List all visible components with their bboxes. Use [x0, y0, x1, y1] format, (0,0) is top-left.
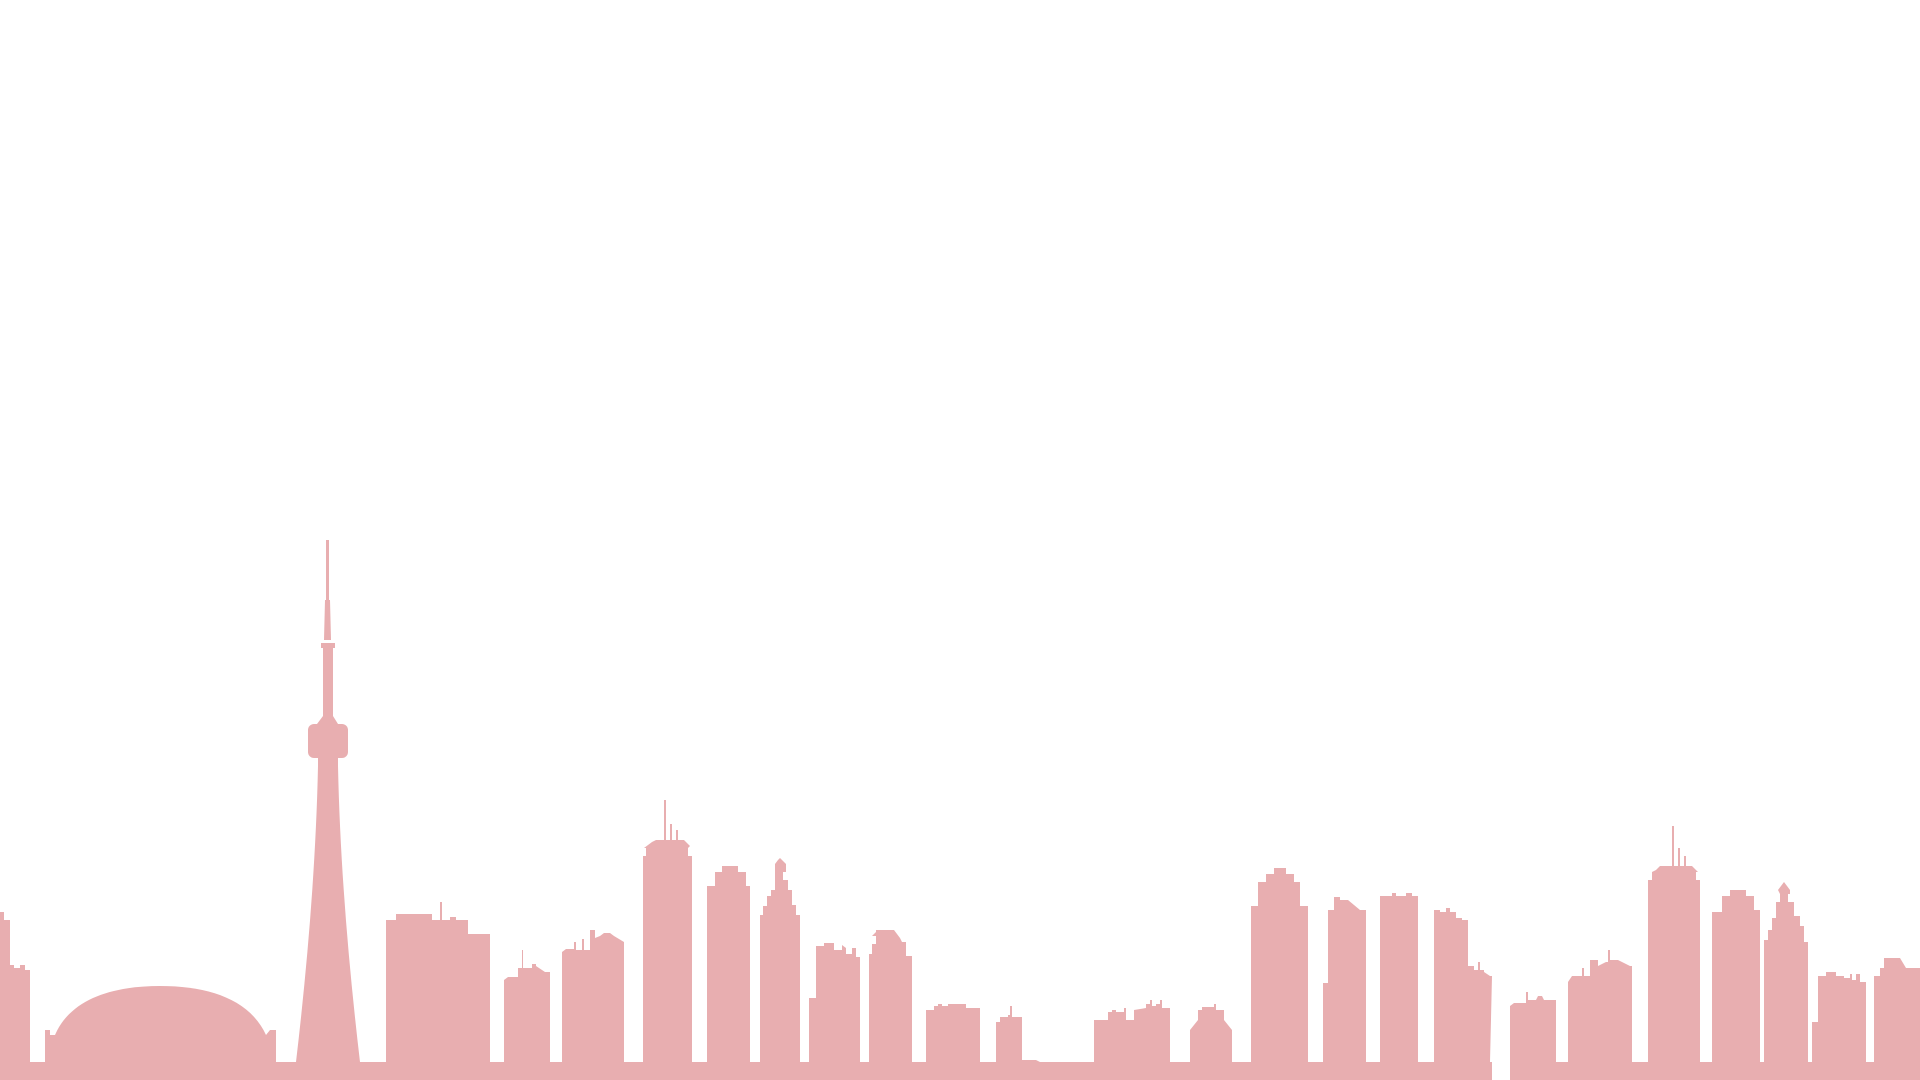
- building: [360, 902, 490, 1062]
- building: [912, 1004, 980, 1062]
- building: [490, 950, 550, 1062]
- building: [1510, 992, 1556, 1080]
- building: [980, 1006, 1054, 1078]
- building: [1568, 950, 1632, 1080]
- building: [1712, 890, 1760, 1080]
- building: [1366, 893, 1418, 1062]
- building: [1874, 958, 1920, 1080]
- building: [800, 943, 860, 1062]
- building: [624, 800, 692, 1062]
- silhouette-group: [0, 540, 1920, 1080]
- building: [692, 866, 750, 1062]
- building: [1764, 882, 1808, 1080]
- building: [1812, 972, 1866, 1080]
- building: [1240, 868, 1308, 1062]
- cn-tower-icon: [296, 540, 360, 1062]
- building: [1648, 826, 1700, 1080]
- building: [750, 858, 800, 1062]
- building: [860, 930, 912, 1062]
- building: [0, 912, 30, 1062]
- building: [550, 930, 624, 1062]
- building: [1418, 908, 1492, 1062]
- building: [1308, 897, 1366, 1062]
- stadium-dome-icon: [30, 986, 276, 1080]
- building: [1062, 1000, 1240, 1078]
